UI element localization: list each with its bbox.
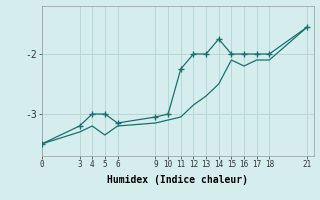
- X-axis label: Humidex (Indice chaleur): Humidex (Indice chaleur): [107, 175, 248, 185]
